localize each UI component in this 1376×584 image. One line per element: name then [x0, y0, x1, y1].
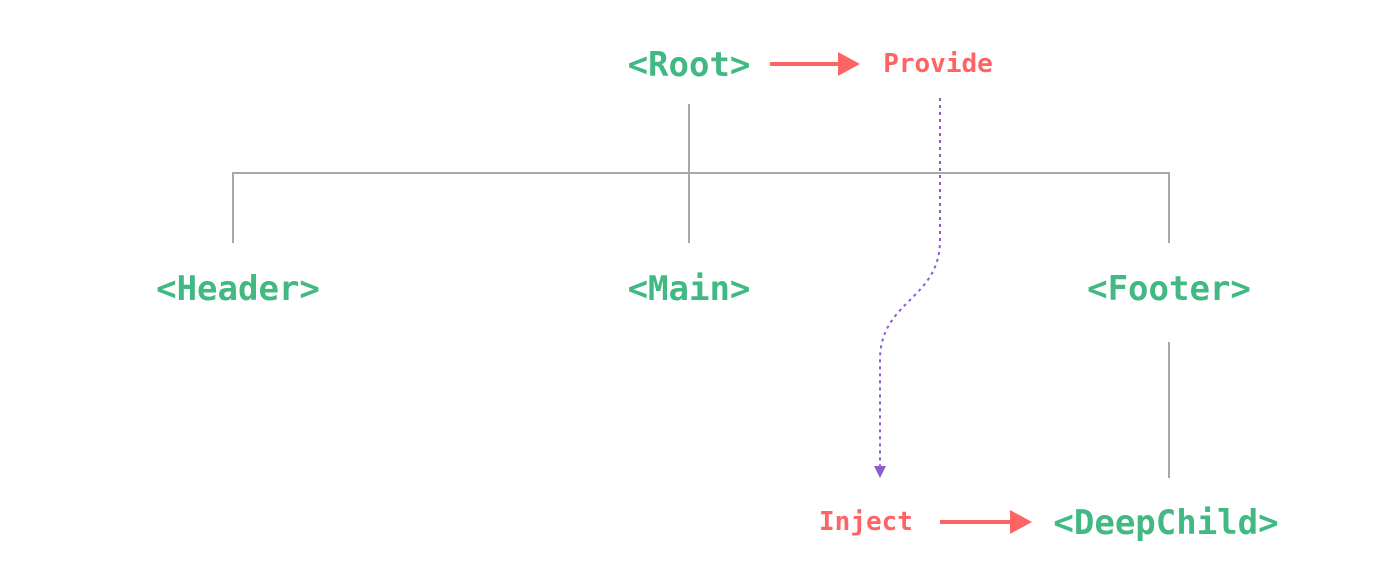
tree-lines — [232, 104, 1170, 478]
root-children-connector — [232, 172, 1170, 243]
header-node: <Header> — [156, 269, 320, 309]
inject-label: Inject — [819, 507, 913, 537]
provide-arrowhead-icon — [838, 52, 860, 76]
root-node: <Root> — [628, 45, 751, 85]
deep-child-node: <DeepChild> — [1053, 503, 1278, 543]
inject-arrowhead-icon — [1010, 510, 1032, 534]
footer-node: <Footer> — [1087, 269, 1251, 309]
injection-arrowhead-icon — [874, 466, 886, 478]
injection-flow-line — [879, 98, 941, 466]
provide-label: Provide — [883, 49, 993, 79]
main-node: <Main> — [628, 269, 751, 309]
